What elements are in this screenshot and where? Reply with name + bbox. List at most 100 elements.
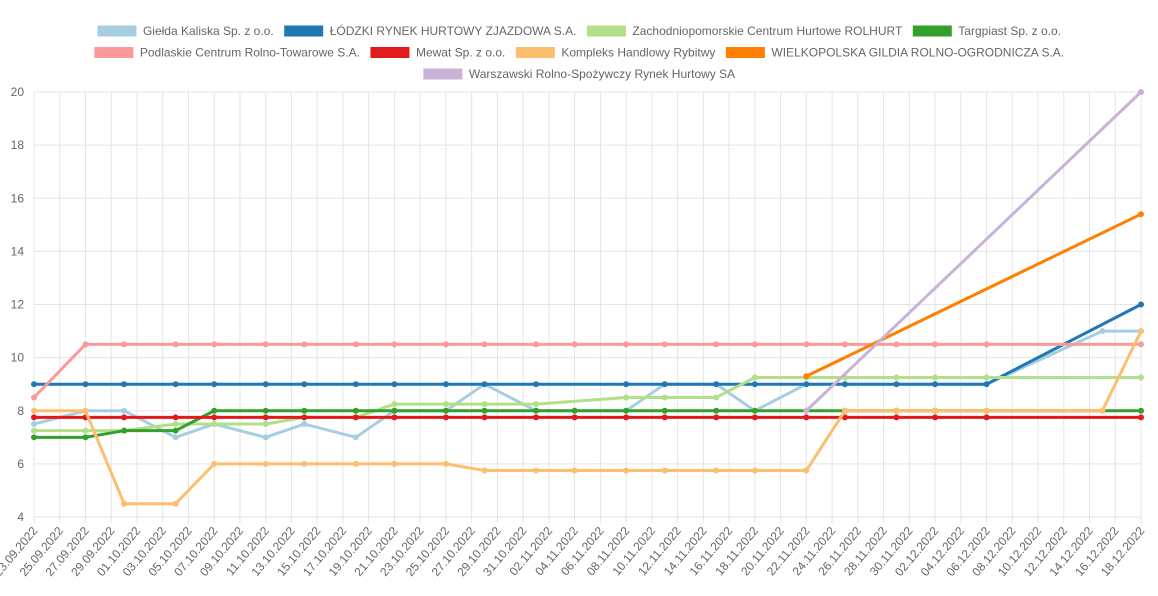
data-point [211,414,218,421]
data-point [932,381,939,388]
y-tick-label: 4 [17,510,24,524]
data-point [1138,89,1144,95]
legend-item: Giełda Kaliska Sp. z o.o. [96,24,274,38]
data-point [31,407,37,414]
data-point [301,421,308,428]
data-point [211,341,218,348]
legend-item: Warszawski Rolno-Spożywczy Rynek Hurtowy… [422,67,735,81]
data-point [623,467,630,474]
data-point [31,434,37,441]
data-point [262,434,269,441]
data-point [571,341,578,348]
data-point [262,460,269,467]
legend-label: Mewat Sp. z o.o. [416,46,505,60]
y-tick-label: 14 [11,244,25,258]
data-point [442,407,449,414]
data-point [121,381,128,388]
data-point [1138,211,1144,218]
legend-item: ŁÓDZKI RYNEK HURTOWY ZJAZDOWA S.A. [283,23,577,38]
data-point [391,460,398,467]
data-point [983,407,990,414]
series-line [34,303,1142,386]
data-point [983,374,990,381]
legend-swatch [369,46,411,59]
data-point [713,341,720,348]
series-line [805,90,1143,412]
data-point [932,414,939,421]
data-point [1099,328,1106,335]
data-point [1138,341,1144,348]
data-point [661,381,668,388]
data-point [82,381,89,388]
data-point [1138,374,1144,381]
data-point [983,341,990,348]
y-tick-label: 16 [11,191,25,205]
data-point [751,467,758,474]
data-point [442,460,449,467]
data-point [352,341,359,348]
legend-label: ŁÓDZKI RYNEK HURTOWY ZJAZDOWA S.A. [330,23,577,38]
data-point [983,381,990,388]
series-line [805,212,1142,378]
legend-swatch [724,46,766,59]
data-point [751,381,758,388]
data-point [262,414,269,421]
y-tick-label: 6 [17,457,24,471]
legend-swatch [422,67,464,81]
data-point [352,381,359,388]
data-point [121,341,128,348]
data-point [121,500,128,507]
series-line [32,342,1141,399]
data-point [713,407,720,414]
legend-label: Podlaskie Centrum Rolno-Towarowe S.A. [140,46,360,60]
data-point [893,381,900,388]
data-point [713,467,720,474]
data-point [301,414,308,421]
data-point [623,381,630,388]
data-point [481,401,488,408]
legend-label: Zachodniopomorskie Centrum Hurtowe ROLHU… [632,24,903,38]
data-point [803,341,810,348]
data-point [571,467,578,474]
legend-item: Podlaskie Centrum Rolno-Towarowe S.A. [93,46,360,60]
data-point [571,414,578,421]
data-point [803,407,810,414]
data-point [803,414,810,421]
data-point [82,427,89,434]
legend-swatch [514,46,556,59]
legend-label: Giełda Kaliska Sp. z o.o. [143,24,274,38]
data-point [1138,328,1144,335]
data-point [751,407,758,414]
legend-swatch [911,24,953,38]
data-point [301,460,308,467]
data-point [352,407,359,414]
legend-label: WIELKOPOLSKA GILDIA ROLNO-OGRODNICZA S.A… [771,46,1064,60]
data-point [262,341,269,348]
data-point [713,381,720,388]
data-point [211,460,218,467]
data-point [1138,407,1144,414]
legend-swatch [585,24,627,38]
legend-item: Targpiast Sp. z o.o. [911,24,1061,38]
data-point [121,414,128,421]
data-point [533,381,540,388]
data-point [352,414,359,421]
data-point [481,407,488,414]
data-point [661,467,668,474]
data-point [983,414,990,421]
data-point [533,401,540,408]
data-point [623,414,630,421]
data-point [932,341,939,348]
data-point [172,341,179,348]
data-point [533,341,540,348]
data-point [751,374,758,381]
data-point [391,381,398,388]
data-point [172,427,179,434]
data-point [623,407,630,414]
data-point [751,341,758,348]
data-point [713,414,720,421]
data-point [301,381,308,388]
data-point [391,401,398,408]
data-point [82,434,89,441]
